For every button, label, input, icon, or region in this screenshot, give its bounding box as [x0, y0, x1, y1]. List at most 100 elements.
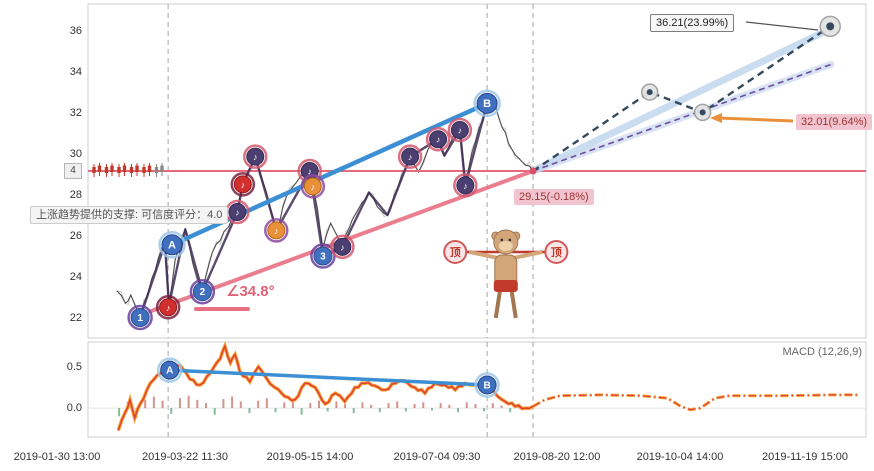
projection-band-upper	[529, 25, 835, 175]
macd-histogram-bar	[483, 408, 486, 412]
current-price-label: 29.15(-0.18%)	[514, 189, 594, 205]
marker-purple-note[interactable]: ♪	[330, 234, 355, 260]
candle-pattern-icon	[92, 163, 102, 177]
macd-histogram-bar	[222, 399, 225, 409]
macd-histogram-bar	[231, 396, 234, 409]
macd-histogram-bar	[387, 403, 390, 409]
main-y-tick: 30	[69, 147, 82, 160]
marker-purple-note[interactable]: ♪	[397, 144, 423, 169]
macd-histogram-bar	[361, 402, 364, 409]
x-tick: 2019-08-20 12:00	[513, 451, 601, 463]
marker-B[interactable]: B	[473, 89, 501, 118]
svg-text:♪: ♪	[274, 226, 279, 236]
macd-ab-trendline[interactable]	[167, 368, 489, 387]
macd-histogram-bar	[422, 402, 425, 409]
svg-text:3: 3	[320, 252, 326, 263]
svg-text:♪: ♪	[463, 181, 468, 191]
x-tick: 2019-07-04 09:30	[393, 451, 481, 463]
macd-histogram-bar	[257, 400, 260, 409]
marker-purple-note[interactable]: ♪	[447, 117, 473, 143]
projection-ring-marker[interactable]	[819, 15, 841, 38]
svg-text:♪: ♪	[253, 152, 258, 162]
macd-histogram-bar	[291, 399, 294, 409]
marker-1[interactable]: 1	[127, 304, 153, 331]
macd-histogram-bar	[178, 398, 181, 409]
main-y-tick: 28	[69, 188, 82, 201]
main-y-tick: 32	[69, 106, 82, 119]
marker-red-note[interactable]: ♪	[230, 172, 256, 197]
macd-histogram-bar	[309, 403, 312, 409]
marker-purple-note[interactable]: ♪	[243, 144, 268, 169]
x-tick: 2019-03-22 11:30	[141, 451, 229, 463]
main-y-tick: 36	[69, 24, 82, 37]
macd-histogram-bar	[205, 403, 208, 409]
macd-marker-A[interactable]: A	[156, 357, 183, 383]
marker-orange-note[interactable]: ♪	[264, 218, 289, 243]
macd-histogram-bar	[170, 408, 173, 414]
candle-pattern-icon	[104, 163, 114, 177]
svg-text:顶: 顶	[450, 246, 461, 259]
marker-A[interactable]: A	[158, 231, 186, 259]
main-y-tick: 34	[69, 65, 82, 78]
macd-histogram-bar	[430, 408, 433, 411]
x-tick: 2019-11-19 15:00	[761, 451, 849, 463]
macd-histogram-bar	[239, 401, 242, 409]
x-tick: 2019-01-30 13:00	[13, 451, 101, 463]
marker-red-note[interactable]: ♪	[155, 295, 181, 320]
marker-orange-note[interactable]: ♪	[300, 174, 326, 199]
macd-histogram-bar	[370, 404, 373, 409]
marker-purple-note[interactable]: ♪	[453, 173, 478, 198]
macd-histogram-bar	[248, 408, 251, 414]
macd-histogram-bar	[335, 401, 338, 409]
target-price-label: 36.21(23.99%)	[650, 14, 735, 32]
projection-ring-marker[interactable]	[640, 83, 659, 101]
macd-y-tick: 0.0	[66, 402, 82, 415]
candle-pattern-icon	[142, 163, 152, 177]
marker-purple-note[interactable]: ♪	[425, 126, 451, 152]
macd-histogram-bar	[317, 400, 320, 409]
marker-purple-note[interactable]: ♪	[225, 199, 250, 225]
main-y-tick: 22	[69, 311, 82, 324]
macd-legend: MACD (12,26,9)	[782, 346, 862, 358]
svg-text:♪: ♪	[311, 182, 316, 192]
target-connector-line	[745, 21, 819, 31]
macd-histogram-bar	[448, 404, 451, 409]
svg-text:♪: ♪	[436, 135, 441, 145]
mid-arrow-line	[717, 116, 794, 123]
angle-label: ∠34.8°	[226, 283, 275, 300]
macd-histogram-bar	[274, 408, 277, 413]
candle-pattern-icon	[154, 163, 164, 177]
macd-histogram-bar	[491, 403, 494, 409]
macd-histogram-bar	[457, 408, 460, 413]
macd-histogram-bar	[352, 408, 355, 414]
macd-histogram-bar	[474, 403, 477, 409]
svg-text:♪: ♪	[458, 126, 463, 136]
main-y-tick: 26	[69, 229, 82, 242]
score-axis-label: 4	[64, 163, 82, 179]
macd-histogram-bar	[378, 408, 381, 413]
macd-histogram-bar	[300, 408, 303, 415]
macd-histogram-bar	[404, 408, 407, 412]
macd-marker-B[interactable]: B	[474, 372, 500, 398]
macd-forecast-core	[532, 394, 859, 411]
projection-ring-marker[interactable]	[693, 103, 712, 122]
marker-2[interactable]: 2	[189, 278, 216, 305]
projection-navy-dashed	[532, 25, 831, 172]
candle-pattern-icon	[117, 163, 127, 177]
macd-histogram-bar	[509, 408, 512, 413]
svg-text:A: A	[168, 239, 176, 251]
top-pattern-badge: 顶	[544, 239, 569, 264]
macd-histogram-bar	[413, 403, 416, 409]
svg-text:1: 1	[137, 313, 143, 324]
macd-histogram-bar	[187, 395, 190, 409]
macd-histogram-bar	[152, 396, 155, 409]
macd-histogram-bar	[196, 399, 199, 409]
mid-price-label: 32.01(9.64%)	[796, 114, 873, 130]
svg-text:♪: ♪	[307, 167, 312, 177]
trend-support-tooltip: 上涨趋势提供的支撑: 可信度评分：4.0	[30, 206, 229, 224]
macd-histogram-bar	[465, 402, 468, 409]
svg-text:A: A	[166, 366, 173, 377]
svg-text:♪: ♪	[166, 303, 171, 313]
